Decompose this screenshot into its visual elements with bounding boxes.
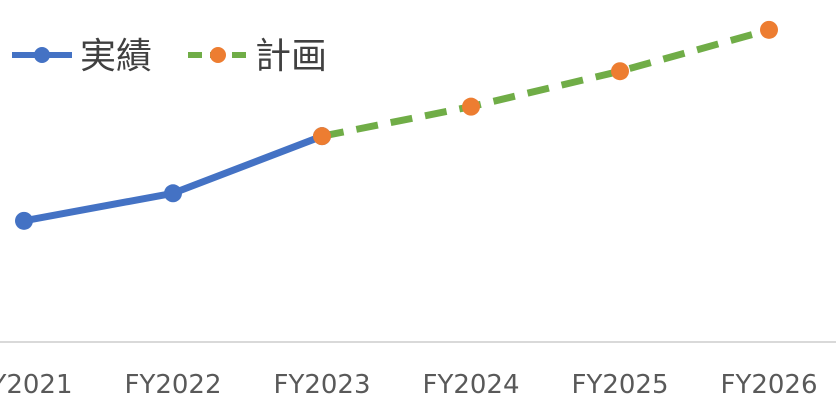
data-point-1-2: [313, 127, 331, 146]
data-point-1-3: [462, 97, 480, 116]
series-markers: [15, 20, 778, 230]
data-point-1-4: [611, 62, 629, 81]
x-tick-label: FY2021: [0, 370, 73, 400]
x-tick-label: FY2025: [571, 370, 668, 400]
series-line-0: [20, 132, 326, 225]
x-tick-label: FY2023: [273, 370, 370, 400]
x-tick-labels: FY2021 FY2022 FY2023 FY2024 FY2025 FY2026: [0, 370, 818, 400]
data-point-0-1: [164, 184, 182, 203]
x-tick-label: FY2024: [422, 370, 519, 400]
x-tick-label: FY2022: [124, 370, 221, 400]
series-line-1: [321, 26, 770, 140]
x-tick-label: FY2026: [720, 370, 817, 400]
legend-item-actual: 実績: [12, 36, 152, 77]
legend-plan-label: 計画: [255, 36, 327, 77]
legend-plan-marker: [210, 47, 226, 63]
legend: 実績 計画: [12, 36, 327, 77]
legend-actual-label: 実績: [80, 36, 152, 77]
data-point-1-5: [760, 20, 778, 39]
data-point-0-0: [15, 211, 33, 230]
legend-item-plan: 計画: [188, 36, 327, 77]
legend-actual-marker: [34, 47, 50, 63]
